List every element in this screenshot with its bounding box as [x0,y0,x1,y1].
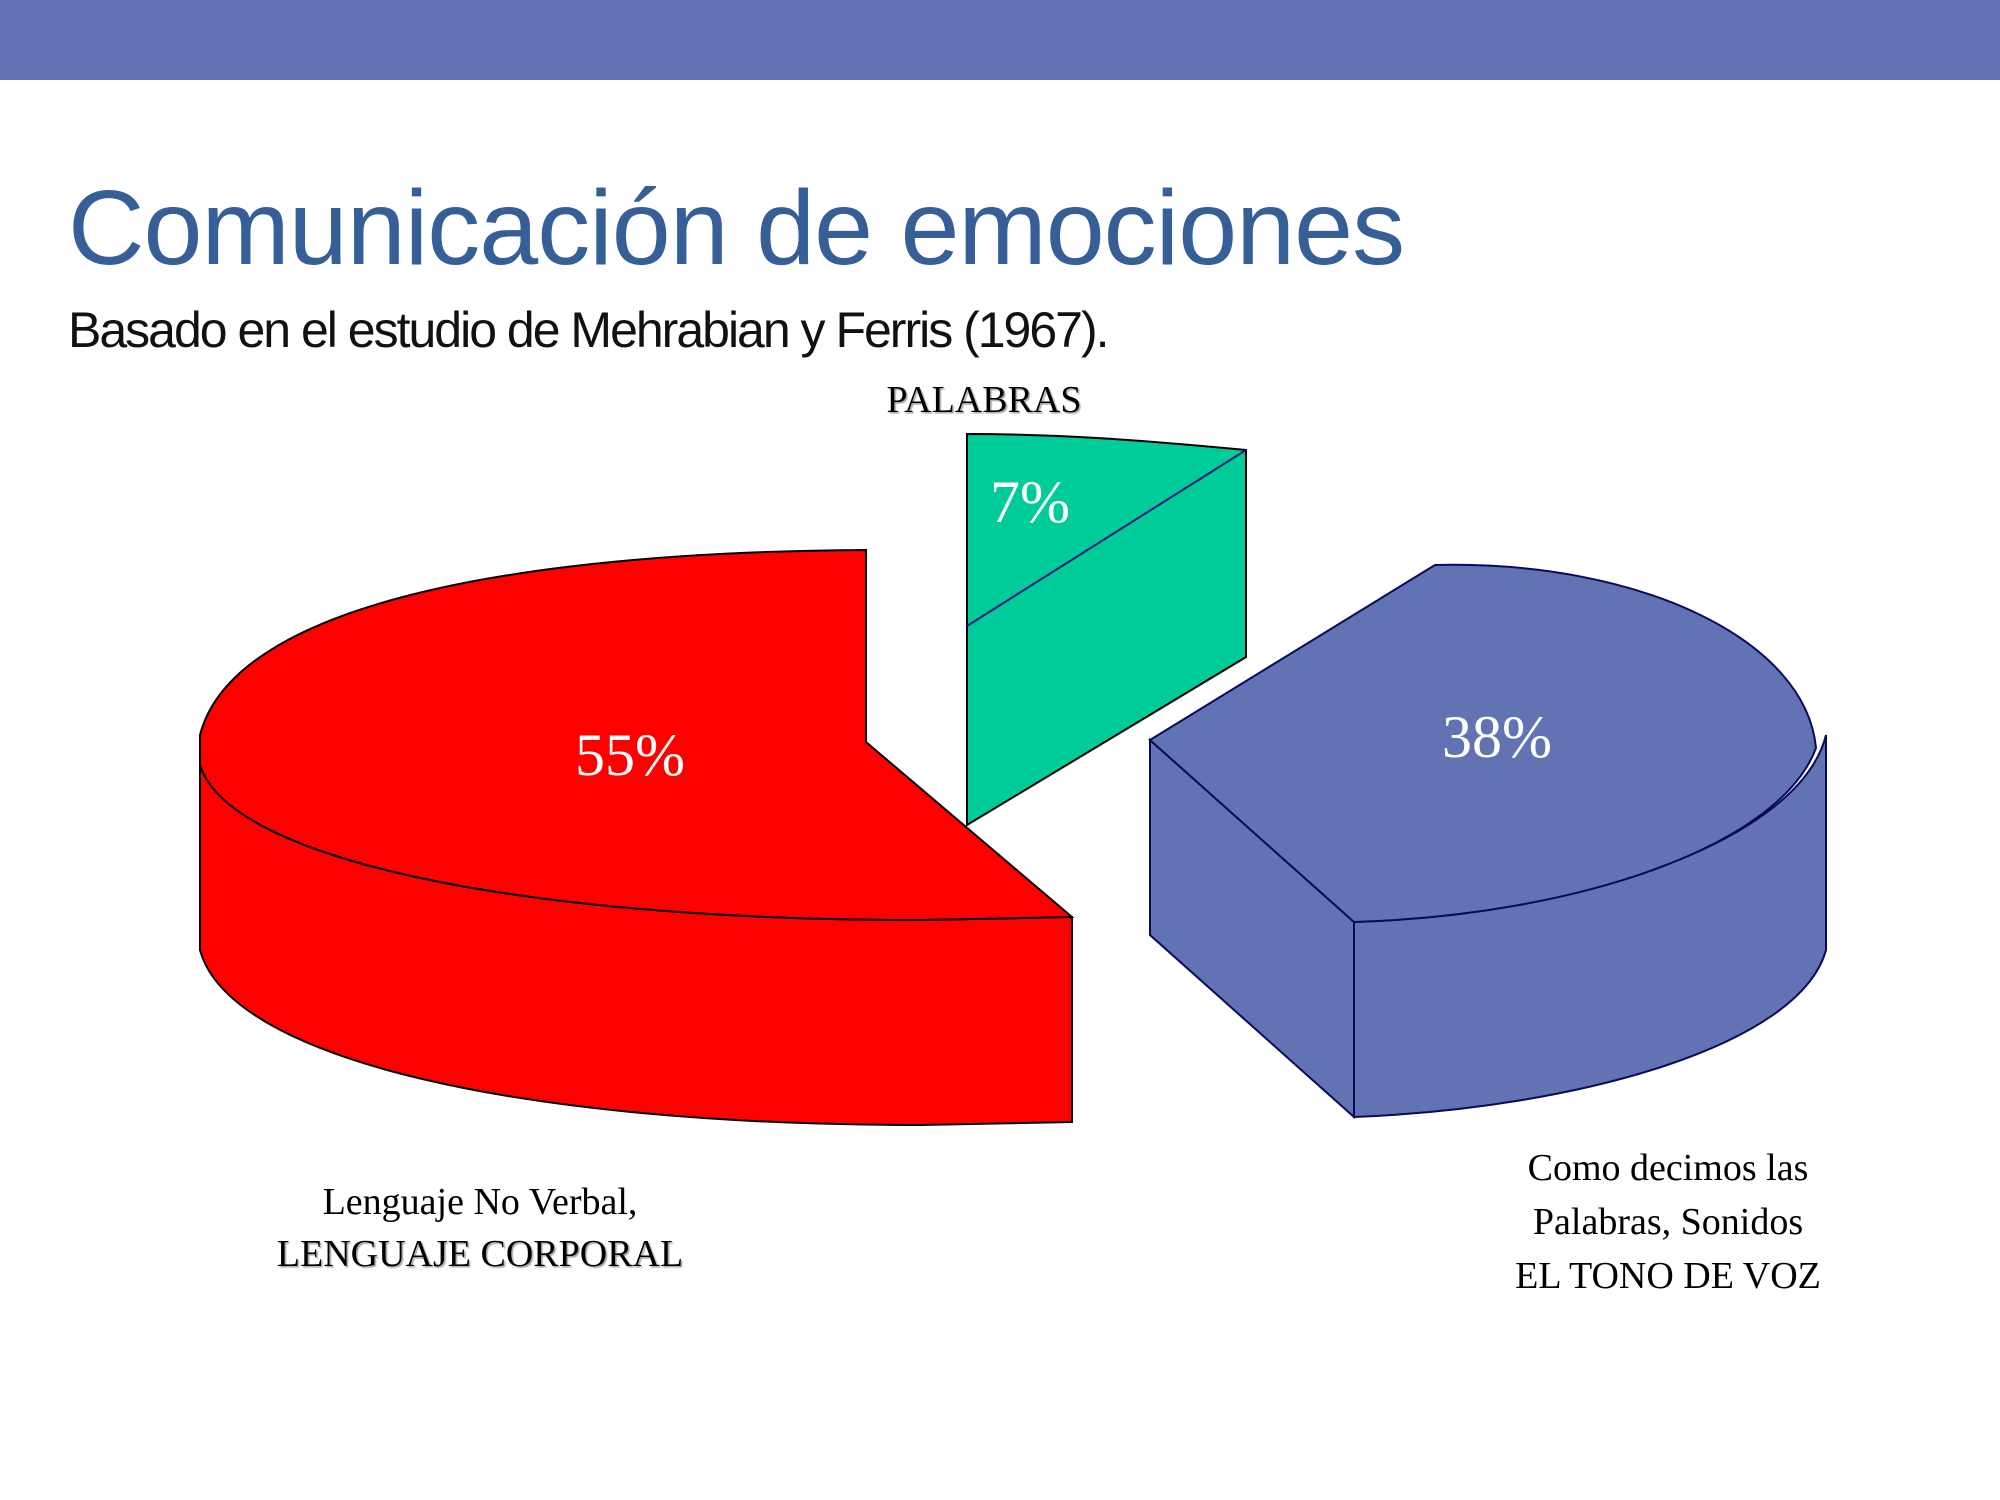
value-label-7: 7% [990,469,1070,535]
value-label-55: 55% [575,722,685,788]
slice-blue-top [1148,563,1818,924]
slide-subtitle: Basado en el estudio de Mehrabian y Ferr… [68,302,1110,358]
pie-slice-lenguaje-corporal [199,548,1075,1127]
slice-red-top [199,548,1075,922]
category-label-tono-line-2: Palabras, Sonidos [1533,1201,1803,1243]
slice-teal-edge [966,449,1247,627]
slide-title: Comunicación de emociones [68,169,1405,287]
category-label-lenguaje-line-1: Lenguaje No Verbal, [323,1181,638,1223]
category-label-palabras: PALABRAS [886,379,1081,421]
value-label-38: 38% [1442,704,1552,770]
category-label-tono-line-3: EL TONO DE VOZ [1515,1255,1821,1297]
top-accent-bar [0,0,2000,80]
pie-slice-palabras [966,432,1247,827]
category-label-lenguaje-line-2: LENGUAJE CORPORAL [277,1233,683,1275]
category-label-tono-line-1: Como decimos las [1528,1147,1809,1189]
pie-slice-tono-de-voz [1148,563,1827,1120]
